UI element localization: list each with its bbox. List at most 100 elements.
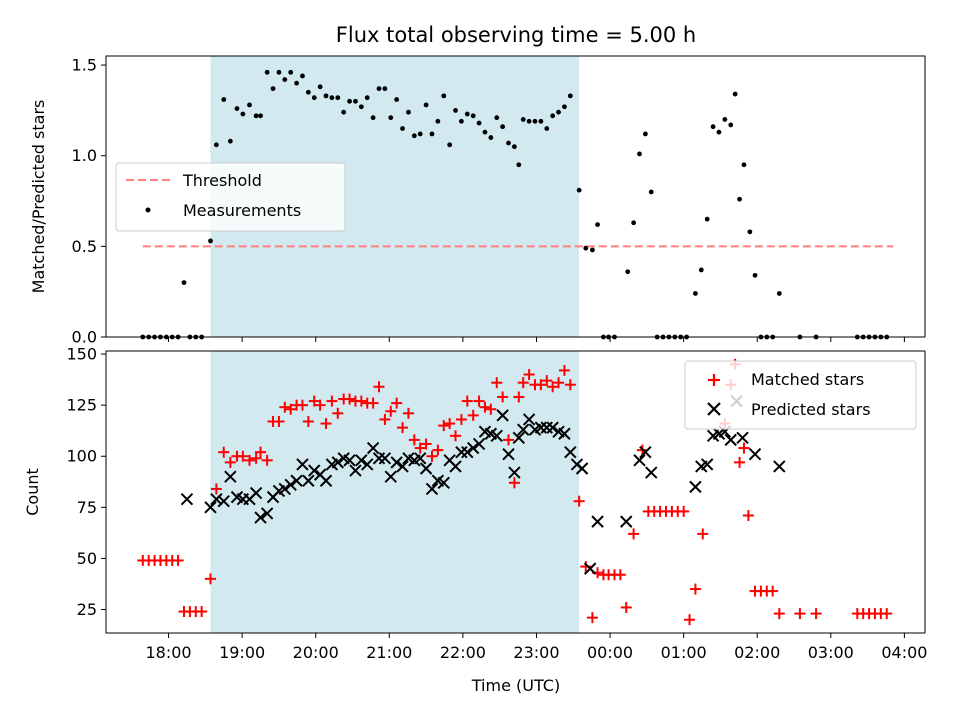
- matched-star-point: [473, 395, 485, 407]
- matched-star-point: [314, 399, 326, 411]
- measurement-point: [482, 129, 488, 135]
- matched-star-point: [243, 454, 255, 466]
- predicted-star-point: [260, 507, 274, 520]
- measurement-point: [544, 126, 550, 131]
- predicted-star-point: [278, 482, 292, 496]
- y-tick-label: 0.0: [72, 328, 97, 347]
- measurement-point: [376, 86, 382, 92]
- measurement-point: [447, 142, 453, 148]
- matched-star-point: [547, 381, 559, 393]
- predicted-star-point: [700, 458, 714, 471]
- measurement-point: [520, 117, 526, 122]
- measurement-point: [526, 118, 532, 124]
- matched-star-point: [379, 413, 391, 425]
- matched-star-point: [767, 585, 779, 597]
- x-tick-label: 02:00: [734, 643, 780, 662]
- matched-star-point: [367, 397, 379, 409]
- matched-star-point: [794, 608, 806, 620]
- measurement-point: [737, 196, 742, 202]
- y-tick-label: 50: [77, 549, 97, 568]
- matched-star-point: [881, 608, 893, 620]
- measurement-point: [423, 102, 429, 108]
- predicted-star-point: [390, 456, 403, 469]
- predicted-star-point: [575, 462, 589, 475]
- predicted-star-point: [366, 441, 380, 455]
- measurement-point: [311, 95, 317, 101]
- measurement-point: [264, 69, 270, 75]
- predicted-star-point: [522, 413, 536, 426]
- measurement-point: [221, 97, 227, 102]
- measurement-point: [732, 91, 738, 97]
- y-tick-label: 25: [77, 600, 97, 619]
- predicted-star-point: [414, 452, 427, 465]
- measurement-point: [556, 109, 561, 115]
- measurement-point: [411, 133, 417, 139]
- measurement-point: [270, 86, 276, 92]
- predicted-star-point: [546, 421, 559, 434]
- measurement-point: [213, 142, 219, 148]
- measurement-point: [562, 104, 567, 110]
- predicted-star-point: [349, 464, 362, 477]
- predicted-star-point: [461, 445, 474, 459]
- matched-star-point: [397, 422, 409, 434]
- bottom-plot-frame: [105, 350, 926, 634]
- predicted-star-point: [512, 431, 526, 445]
- predicted-star-point: [308, 464, 321, 477]
- predicted-star-point: [249, 486, 263, 500]
- matched-star-point: [508, 477, 520, 489]
- measurement-point: [648, 189, 654, 195]
- measurement-point: [227, 138, 233, 144]
- measurement-point: [637, 151, 642, 157]
- measurement-point: [435, 118, 441, 124]
- matched-star-point: [628, 528, 640, 540]
- measurement-point: [317, 84, 323, 90]
- measurement-point: [747, 229, 753, 235]
- y-tick-label: 0.5: [72, 237, 97, 256]
- predicted-star-point: [583, 562, 597, 575]
- measurement-point: [441, 93, 447, 99]
- measurement-point: [464, 111, 470, 117]
- measurement-point: [353, 98, 358, 104]
- measurement-point: [406, 109, 411, 115]
- matched-star-point: [586, 612, 598, 624]
- measurement-point: [716, 129, 722, 135]
- measurement-point: [300, 73, 305, 79]
- matched-stars-points: [137, 358, 893, 626]
- measurement-point: [752, 272, 758, 278]
- measurement-point: [370, 115, 376, 121]
- matched-star-point: [564, 379, 576, 391]
- measurement-point: [347, 98, 352, 104]
- measurement-point: [776, 291, 782, 296]
- predicted-star-point: [689, 480, 702, 494]
- matched-star-point: [210, 483, 222, 495]
- measurement-point: [394, 97, 400, 102]
- matched-star-point: [385, 405, 397, 417]
- matched-star-point: [455, 413, 467, 425]
- matched-star-point: [237, 450, 249, 462]
- matched-star-point: [513, 391, 525, 403]
- predicted-star-point: [384, 470, 397, 483]
- bottom-legend: Matched stars Predicted stars: [684, 360, 917, 430]
- predicted-star-point: [217, 494, 230, 508]
- predicted-star-point: [372, 452, 386, 465]
- bottom-panel: 25 50 75 100 125 150 18:00 19:00 20:00 21:00 22:0…: [23, 345, 927, 695]
- matched-star-point: [308, 395, 320, 407]
- matched-star-point: [485, 403, 497, 415]
- measurement-point: [382, 86, 388, 92]
- y-tick-label: 1.0: [72, 146, 97, 165]
- chart-title: Flux total observing time = 5.00 h: [336, 23, 696, 47]
- y-tick-label: 100: [66, 447, 97, 466]
- predicted-star-point: [204, 501, 217, 514]
- predicted-star-point: [645, 466, 658, 479]
- predicted-star-point: [343, 454, 356, 467]
- x-tick-label: 04:00: [881, 643, 927, 662]
- matched-star-point: [497, 391, 509, 403]
- measurement-point: [625, 269, 631, 275]
- matched-star-point: [558, 364, 570, 376]
- legend-predicted-label: Predicted stars: [751, 400, 871, 419]
- matched-star-point: [535, 379, 547, 391]
- measurement-point: [294, 80, 299, 86]
- legend-measurements-swatch: [145, 207, 151, 213]
- x-tick-label: 00:00: [587, 643, 633, 662]
- matched-star-point: [224, 456, 236, 468]
